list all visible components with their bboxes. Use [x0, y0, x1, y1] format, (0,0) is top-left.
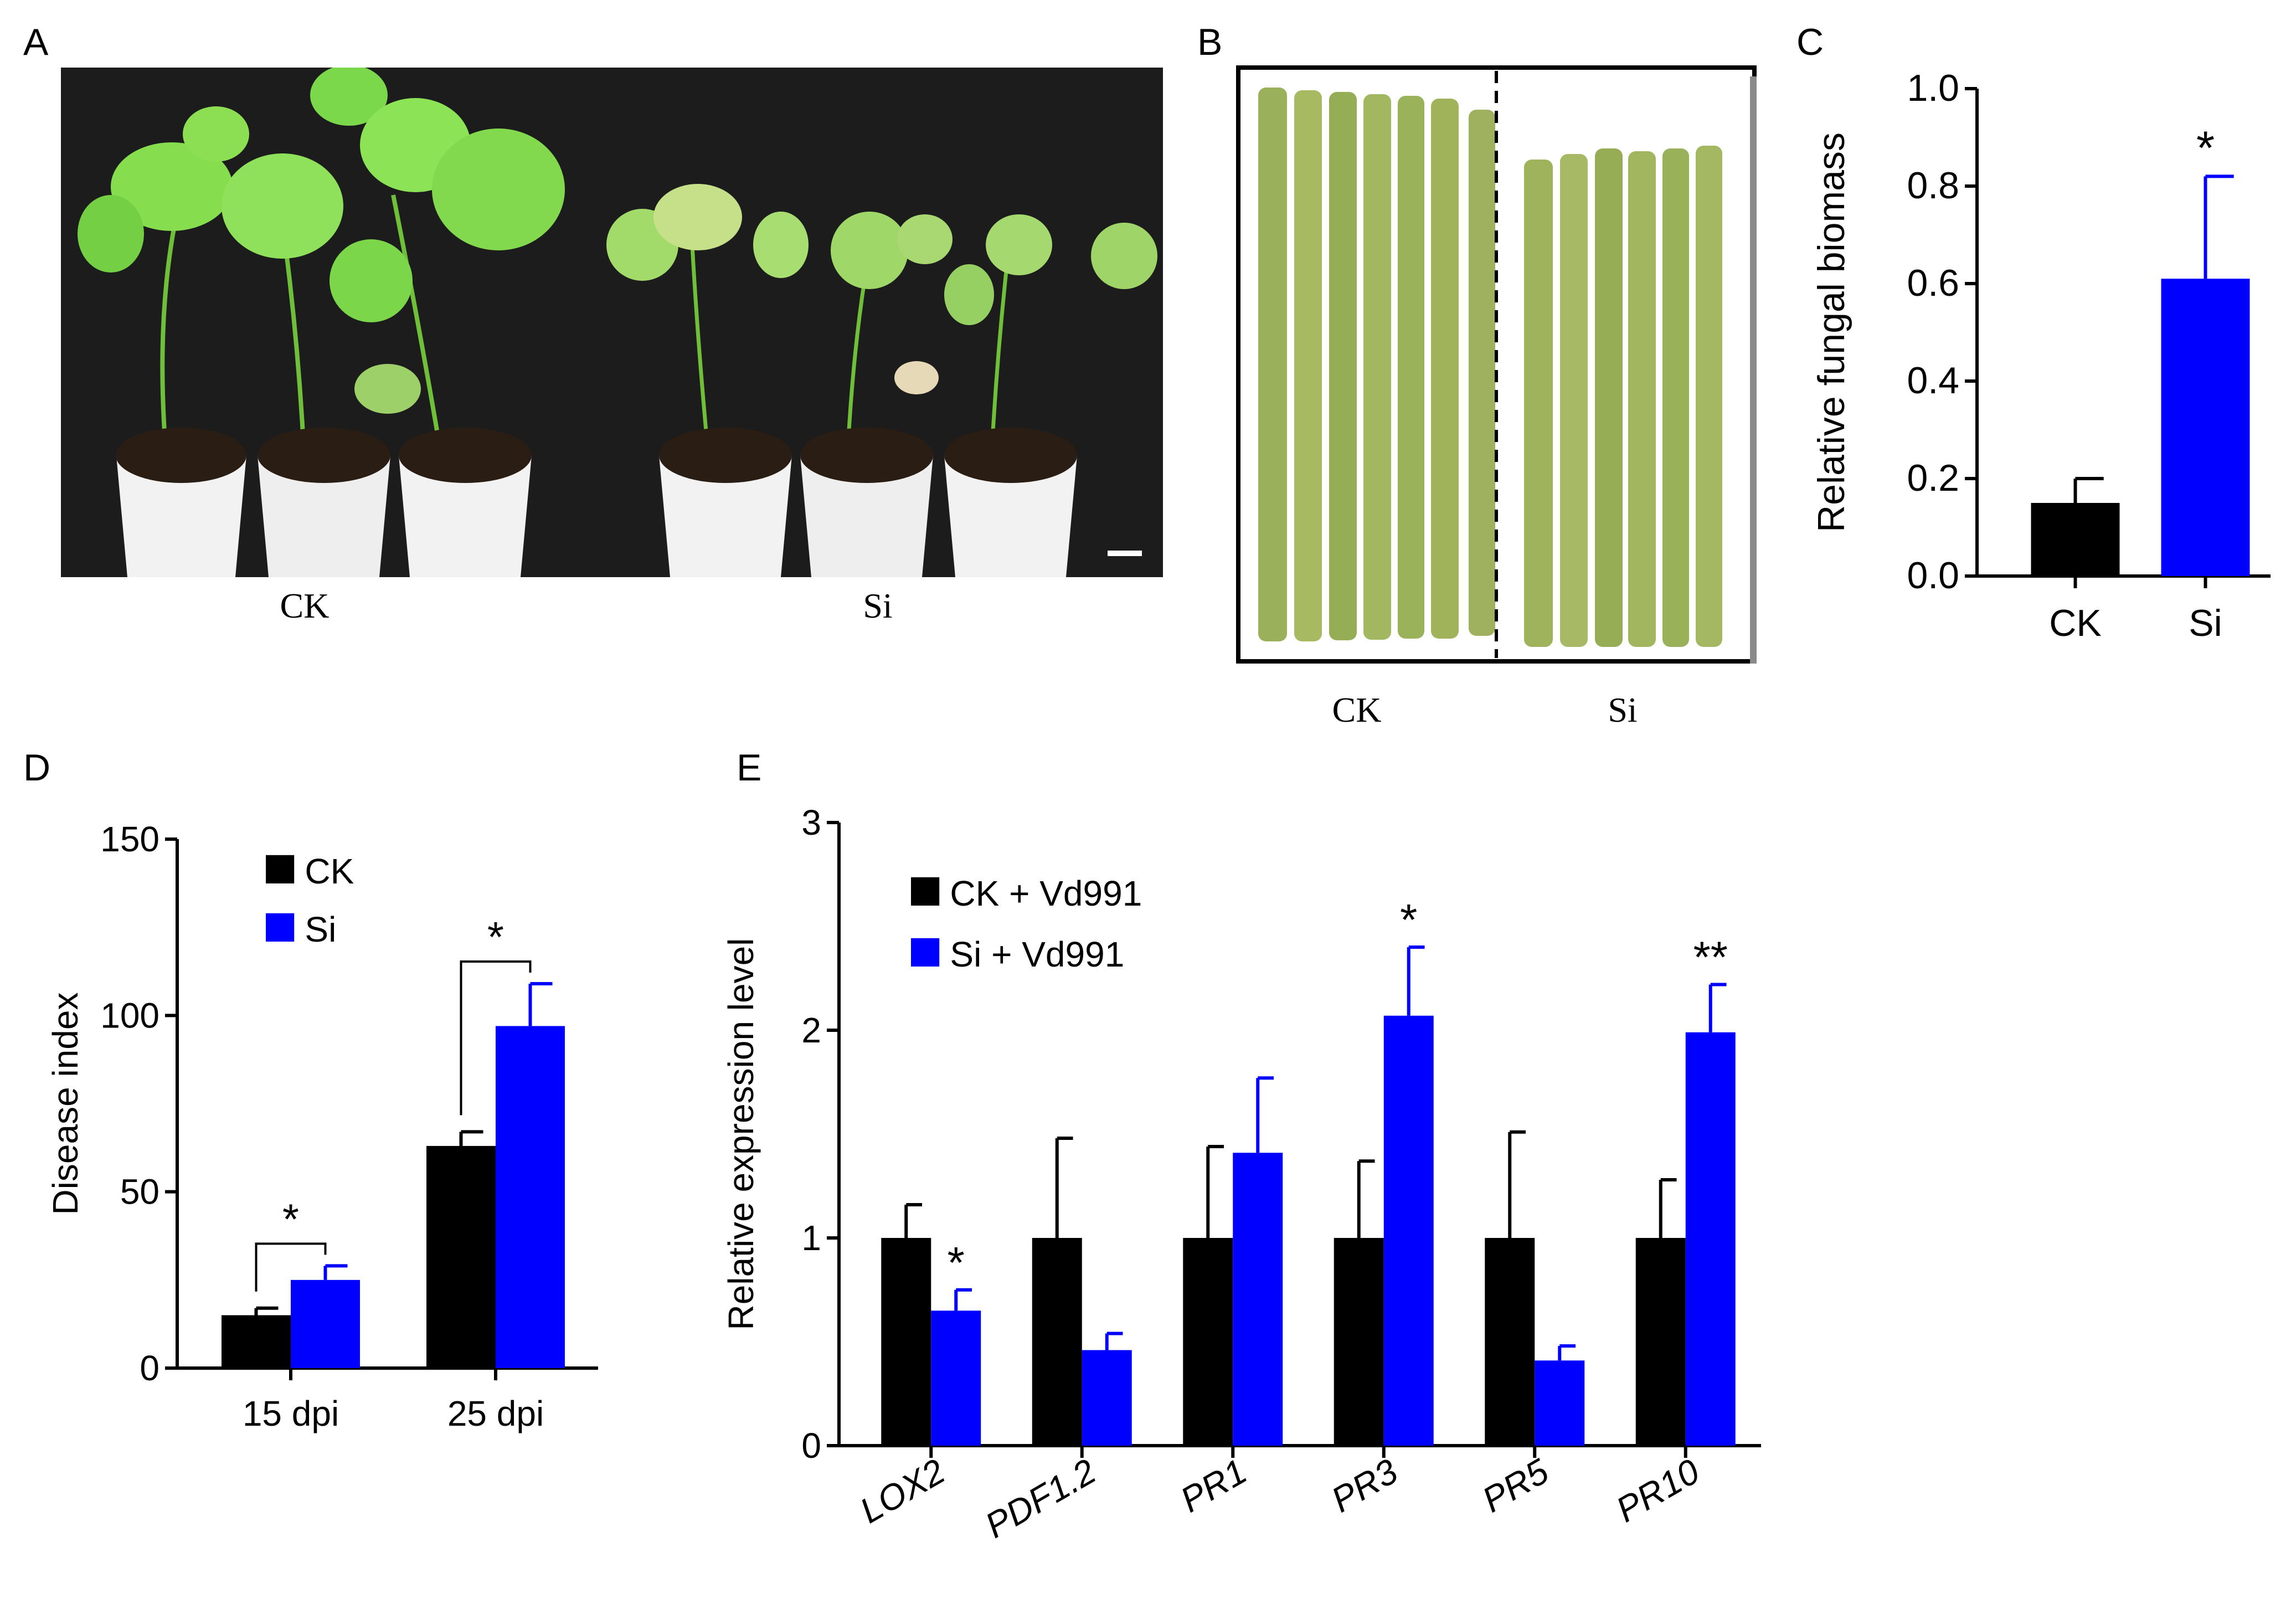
x-tick-label: 25 dpi [447, 1394, 544, 1433]
photo-a-label-si: Si [863, 586, 893, 625]
bar [931, 1310, 981, 1446]
y-tick-label: 0.6 [1907, 262, 1959, 304]
legend-swatch [911, 938, 940, 967]
y-tick-label: 3 [801, 803, 821, 842]
x-tick-label: PR10 [1609, 1451, 1706, 1530]
legend-label: Si + Vd991 [950, 934, 1124, 974]
bar [1082, 1350, 1132, 1446]
significance-marker: * [1400, 895, 1417, 944]
bar [1383, 1015, 1434, 1446]
bar [291, 1279, 360, 1368]
x-tick-label: PR3 [1325, 1451, 1404, 1520]
x-tick-label: Si [2189, 602, 2222, 644]
significance-marker: * [487, 913, 504, 961]
x-tick-label: LOX2 [853, 1451, 952, 1531]
scale-bar [1108, 551, 1142, 556]
y-tick-label: 2 [801, 1010, 821, 1050]
bar [222, 1315, 291, 1368]
x-tick-label: 15 dpi [243, 1394, 339, 1433]
bar [1183, 1238, 1233, 1446]
photo-b-label-ck: CK [1332, 690, 1382, 729]
panel-letter-d: D [23, 747, 51, 789]
bar [1635, 1238, 1686, 1446]
panel-letter-a: A [23, 21, 49, 63]
panel-letter-b: B [1197, 21, 1223, 63]
legend-swatch [266, 913, 295, 942]
y-tick-label: 0.2 [1907, 457, 1959, 499]
legend-label: Si [305, 909, 336, 949]
bar [1485, 1238, 1535, 1446]
panel-letter-e: E [737, 747, 762, 789]
y-tick-label: 1.0 [1907, 67, 1959, 109]
ck-stems [1258, 88, 1495, 641]
chart-d: 0 50 100 150 Disease index 15 dpi * 25 dpi * CK Si [45, 819, 598, 1433]
x-tick-label: CK [2049, 602, 2101, 644]
plants-photo [61, 68, 1163, 577]
bar [881, 1238, 931, 1446]
ck-plants [78, 68, 565, 577]
panel-letter-c: C [1796, 21, 1824, 63]
si-plants [606, 184, 1157, 577]
y-axis-label: Disease index [45, 993, 85, 1215]
photo-b-label-si: Si [1608, 690, 1638, 729]
y-tick-label: 0 [140, 1348, 159, 1388]
y-tick-label: 100 [100, 995, 159, 1035]
significance-marker: * [948, 1238, 965, 1287]
significance-marker: * [2196, 122, 2215, 174]
significance-marker: ** [1693, 933, 1728, 982]
bar [2031, 503, 2120, 576]
legend-swatch [911, 877, 940, 906]
legend-swatch [266, 855, 295, 883]
significance-marker: * [282, 1195, 299, 1243]
y-tick-label: 0 [801, 1426, 821, 1466]
significance-bracket [255, 1242, 327, 1292]
x-tick-label: PR1 [1173, 1451, 1253, 1520]
y-tick-label: 0.0 [1907, 554, 1959, 597]
legend-label: CK [305, 851, 354, 891]
bar [496, 1026, 565, 1368]
stems-photo [1236, 65, 1757, 664]
bar [1032, 1238, 1082, 1446]
bar [1535, 1360, 1585, 1446]
bar [1233, 1153, 1283, 1446]
y-tick-label: 50 [120, 1172, 159, 1212]
y-axis-label: Relative expression level [721, 938, 761, 1330]
y-tick-label: 0.8 [1907, 165, 1959, 207]
significance-bracket [460, 960, 532, 1116]
bar [426, 1145, 496, 1368]
chart-e: 0 1 2 3 Relative expression level LOX2 * PDF1.2… [721, 803, 1761, 1546]
y-tick-label: 150 [100, 819, 159, 859]
si-stems [1524, 146, 1722, 647]
x-tick-label: PR5 [1475, 1451, 1555, 1520]
photo-a-label-ck: CK [280, 586, 330, 625]
bar [1334, 1238, 1384, 1446]
y-tick-label: 1 [801, 1218, 821, 1258]
x-tick-label: PDF1.2 [979, 1451, 1103, 1546]
bar [1685, 1032, 1736, 1446]
legend-label: CK + Vd991 [950, 873, 1142, 913]
y-axis-label: Relative fungal biomass [1810, 132, 1852, 532]
chart-c: 0.0 0.2 0.4 0.6 0.8 1.0 Relative fungal biomas… [1810, 67, 2271, 644]
bar [2161, 279, 2250, 576]
y-tick-label: 0.4 [1907, 359, 1959, 402]
